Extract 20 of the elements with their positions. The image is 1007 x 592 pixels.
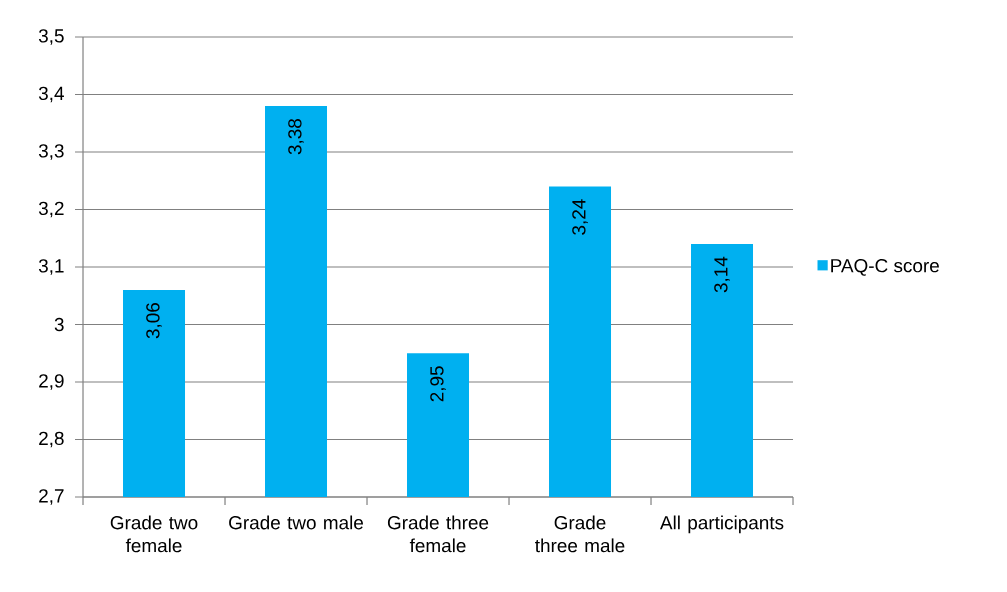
x-tick-label: Grade two male — [229, 515, 363, 530]
x-tick-label: Grade two female — [110, 515, 198, 553]
x-tick-label: Grade three male — [535, 515, 625, 553]
data-label: 3,14 — [714, 256, 730, 293]
data-label: 3,24 — [572, 199, 588, 235]
y-tick-label: 3,1 — [38, 259, 64, 275]
y-tick-label: 3,3 — [38, 144, 64, 160]
y-tick-label: 3 — [54, 317, 64, 332]
y-tick-label: 2,9 — [39, 374, 64, 390]
data-label: 2,95 — [430, 366, 446, 402]
y-tick-label: 3,2 — [38, 201, 64, 218]
y-tick-label: 3,4 — [38, 86, 64, 103]
data-label: 3,06 — [146, 303, 162, 339]
x-tick-label: All participants — [659, 515, 784, 534]
x-tick-label: Grade three female — [387, 515, 489, 553]
legend-label: PAQ-C score — [831, 258, 939, 276]
y-tick-label: 2,7 — [39, 489, 64, 505]
data-label: 3,38 — [288, 119, 304, 155]
y-tick-label: 2,8 — [39, 431, 64, 448]
y-tick-label: 3,5 — [38, 29, 64, 45]
